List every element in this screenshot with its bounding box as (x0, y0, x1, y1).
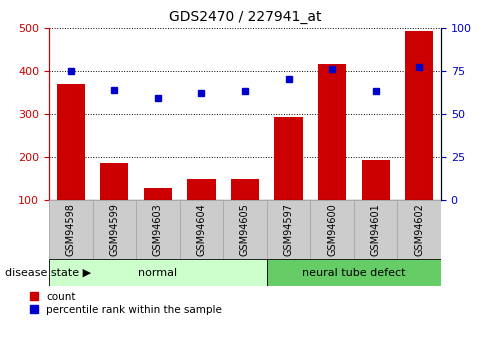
Title: GDS2470 / 227941_at: GDS2470 / 227941_at (169, 10, 321, 24)
Text: GSM94600: GSM94600 (327, 203, 337, 256)
Bar (187, 179, 216, 200)
FancyBboxPatch shape (49, 259, 267, 286)
Text: GSM94605: GSM94605 (240, 203, 250, 256)
Text: GSM94599: GSM94599 (109, 203, 120, 256)
FancyBboxPatch shape (136, 200, 180, 259)
FancyBboxPatch shape (267, 200, 310, 259)
Text: normal: normal (138, 268, 177, 277)
Text: GSM94604: GSM94604 (196, 203, 206, 256)
Bar (231, 179, 259, 200)
Bar (274, 117, 303, 200)
Bar (362, 160, 390, 200)
FancyBboxPatch shape (180, 200, 223, 259)
FancyBboxPatch shape (267, 259, 441, 286)
FancyBboxPatch shape (397, 200, 441, 259)
FancyBboxPatch shape (93, 200, 136, 259)
Legend: count, percentile rank within the sample: count, percentile rank within the sample (30, 292, 222, 315)
FancyBboxPatch shape (49, 200, 93, 259)
Bar (318, 64, 346, 200)
Text: GSM94601: GSM94601 (370, 203, 381, 256)
Text: neural tube defect: neural tube defect (302, 268, 406, 277)
Text: GSM94603: GSM94603 (153, 203, 163, 256)
Bar (144, 188, 172, 200)
Text: GSM94602: GSM94602 (414, 203, 424, 256)
FancyBboxPatch shape (223, 200, 267, 259)
FancyBboxPatch shape (354, 200, 397, 259)
Text: disease state ▶: disease state ▶ (5, 268, 91, 277)
Bar (405, 31, 433, 200)
Text: GSM94597: GSM94597 (284, 203, 294, 256)
FancyBboxPatch shape (310, 200, 354, 259)
Bar (57, 84, 85, 200)
Bar (100, 164, 128, 200)
Text: GSM94598: GSM94598 (66, 203, 76, 256)
